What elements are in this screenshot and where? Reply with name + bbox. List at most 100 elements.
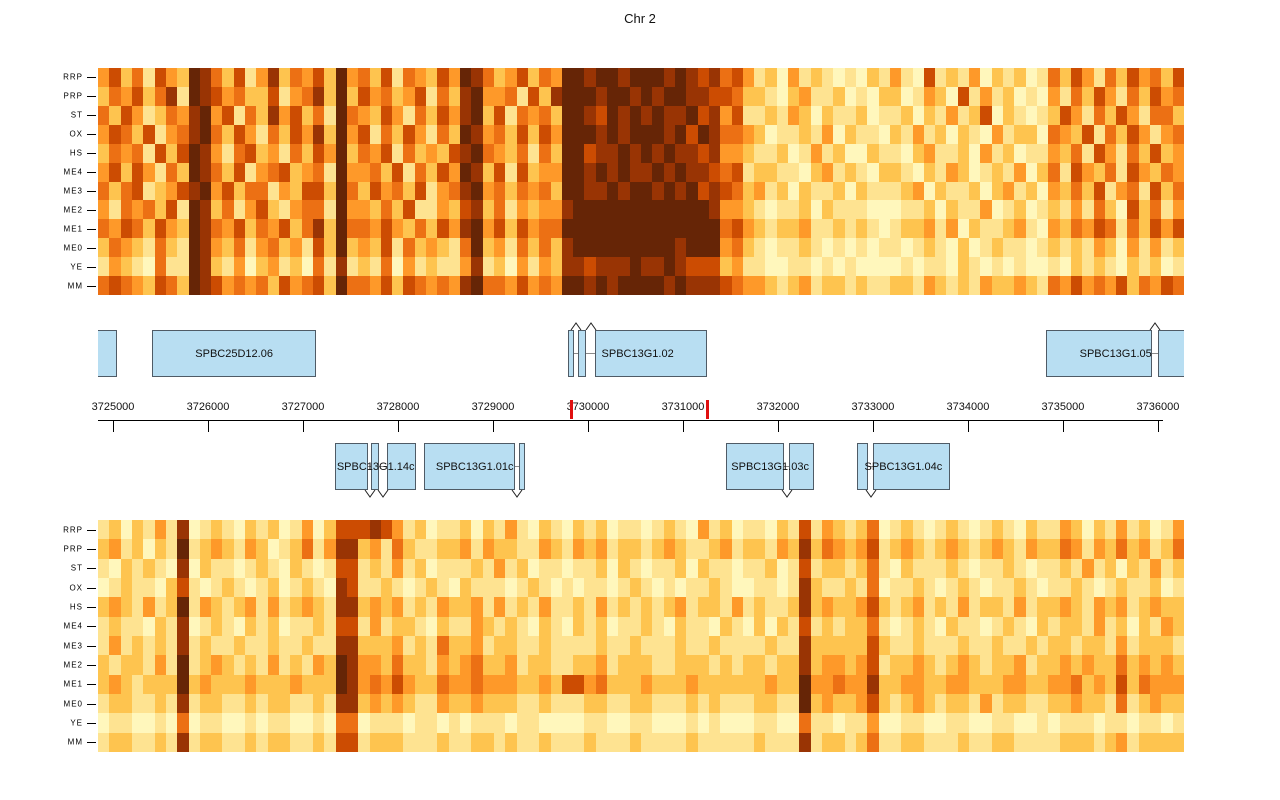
gene-label: SPBC13G1.01c: [435, 460, 514, 473]
gene-label: SPBC13G1.02: [601, 347, 674, 360]
intron-caret-icon: [570, 322, 582, 330]
row-label: YE: [70, 718, 83, 728]
gene-exon: [856, 443, 869, 490]
heatmap-row: [98, 181, 1184, 201]
gene-label: SPBC13G1.04c: [864, 460, 943, 473]
heatmap-row: [98, 520, 1184, 540]
gene-label: SPBC13G1.05: [1079, 347, 1152, 360]
row-label: ME1: [63, 679, 83, 689]
row-tick: [87, 115, 96, 117]
row-label: ME2: [63, 660, 83, 670]
heatmap-row: [98, 276, 1184, 296]
row-tick: [87, 228, 96, 230]
heatmap-row: [98, 713, 1184, 733]
gene-label: SPBC13G1.03c: [731, 460, 809, 473]
axis-tick: [777, 420, 779, 432]
gene-exon: [578, 330, 587, 377]
row-label: ME4: [63, 621, 83, 631]
axis-tick-label: 3726000: [186, 401, 230, 413]
segment-boundary-marker: [569, 400, 573, 419]
axis-tick-label: 3729000: [471, 401, 515, 413]
gene-exon: [872, 443, 950, 490]
row-tick: [87, 587, 96, 589]
heatmap-row: [98, 162, 1184, 182]
row-tick: [87, 742, 96, 744]
row-label: MM: [67, 737, 83, 747]
intron-line: [1152, 353, 1159, 354]
heatmap-row: [98, 143, 1184, 163]
intron-line: [368, 466, 371, 467]
row-label: ME0: [63, 243, 83, 253]
axis-tick-label: 3733000: [851, 401, 895, 413]
row-tick: [87, 209, 96, 211]
gene-exon: [98, 330, 118, 377]
row-labels-top: RRP PRP ST OX HS ME4 ME3 ME2 ME1 ME0 YE MM: [0, 68, 98, 295]
expression-heatmap-bottom: [98, 520, 1184, 752]
row-tick: [87, 96, 96, 98]
heatmap-row: [98, 68, 1184, 87]
axis-tick: [682, 420, 684, 432]
axis-tick: [872, 420, 874, 432]
axis-tick-label: 3736000: [1136, 401, 1180, 413]
row-label: ST: [70, 110, 83, 120]
row-tick: [87, 549, 96, 550]
heatmap-row: [98, 200, 1184, 220]
heatmap-row: [98, 597, 1184, 617]
row-tick: [87, 153, 96, 155]
axis-tick: [492, 420, 494, 432]
expression-heatmap-top: [98, 68, 1184, 296]
row-label: HS: [69, 148, 83, 158]
row-label: ME1: [63, 224, 83, 234]
row-tick: [87, 703, 96, 705]
axis-tick: [113, 420, 114, 432]
axis-tick-label: 3731000: [661, 401, 705, 413]
axis-tick-label: 3727000: [281, 401, 325, 413]
axis-tick-label: 3725000: [91, 401, 135, 413]
row-label: HS: [69, 602, 83, 612]
row-label: ST: [70, 563, 83, 573]
intron-caret-icon: [1149, 322, 1161, 330]
intron-caret-icon: [511, 490, 523, 498]
heatmap-row: [98, 732, 1184, 752]
row-tick: [87, 645, 96, 647]
intron-caret-icon: [377, 490, 389, 498]
gene-exon: [726, 443, 785, 490]
row-tick: [87, 684, 96, 686]
heatmap-row: [98, 655, 1184, 675]
gene-label: SPBC13G1.14c: [336, 460, 415, 473]
heatmap-row: [98, 558, 1184, 578]
forward-strand-gene-track: SPBC25D12.06 SPBC13G1.02 SPBC13G1.05: [98, 322, 1184, 377]
intron-line: [868, 466, 873, 467]
row-label: MM: [67, 281, 83, 291]
intron-line: [586, 353, 596, 354]
axis-tick-label: 3735000: [1041, 401, 1085, 413]
row-label: ME2: [63, 205, 83, 215]
row-tick: [87, 172, 96, 174]
row-label: YE: [70, 262, 83, 272]
row-label: PRP: [63, 544, 83, 554]
intron-line: [378, 466, 388, 467]
row-label: ME4: [63, 167, 83, 177]
gene-label: SPBC25D12.06: [195, 347, 273, 360]
row-tick: [87, 266, 96, 268]
row-label: RRP: [63, 72, 83, 82]
heatmap-row: [98, 693, 1184, 714]
heatmap-row: [98, 219, 1184, 239]
gene-exon: [595, 330, 708, 377]
row-tick: [87, 285, 96, 287]
row-label: ME0: [63, 699, 83, 709]
intron-caret-icon: [364, 490, 375, 498]
gene-exon: [788, 443, 815, 490]
row-tick: [87, 607, 96, 608]
gene-exon: [1045, 330, 1153, 377]
intron-line: [514, 466, 520, 467]
heatmap-row: [98, 86, 1184, 106]
axis-tick: [1062, 420, 1064, 432]
heatmap-row: [98, 124, 1184, 144]
axis-tick: [303, 420, 304, 432]
axis-tick-label: 3734000: [946, 401, 990, 413]
row-tick: [87, 77, 96, 79]
row-tick: [87, 568, 96, 570]
gene-exon: [370, 443, 379, 490]
